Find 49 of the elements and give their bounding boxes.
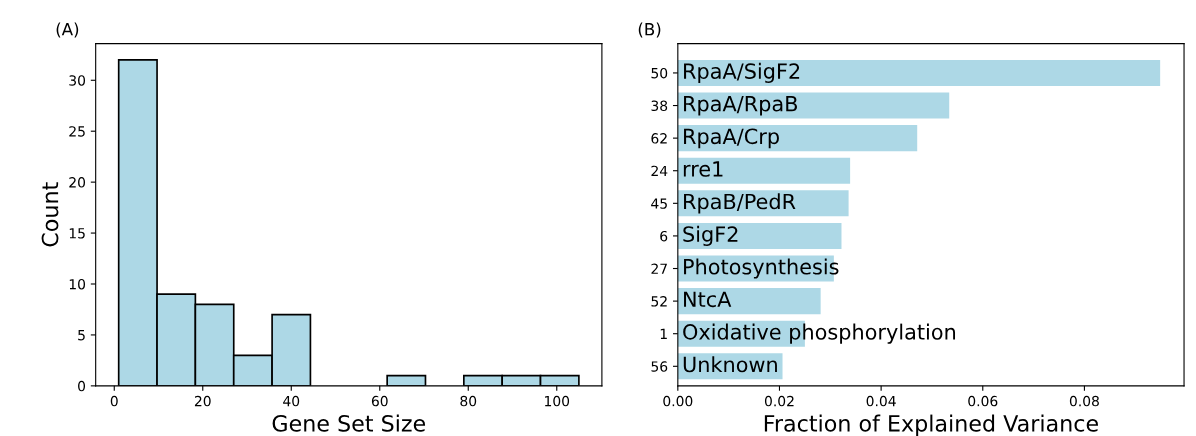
annotation: RpaA/RpaB	[684, 96, 798, 116]
x-tick-label: 0.04	[866, 395, 896, 407]
bar	[677, 288, 821, 315]
y-tick-label: 30	[69, 75, 86, 86]
x-tick-label: 40	[283, 395, 300, 407]
annotation: Unknown	[683, 356, 777, 373]
x-axis-title: Gene Set Size	[272, 414, 426, 432]
y-tick-label: 15	[69, 228, 85, 239]
bar	[677, 125, 918, 152]
bar	[677, 92, 950, 119]
x-tick-label: 0.06	[968, 395, 998, 407]
y-axis-title: Count	[41, 182, 59, 247]
chart-title: (A)	[56, 22, 79, 38]
x-tick-label: 0.00	[663, 395, 693, 407]
y-tick-label: 27	[651, 263, 667, 274]
y-tick-label: 62	[651, 133, 667, 144]
x-tick-label: 0.02	[764, 395, 794, 407]
annotation: SigF2	[683, 225, 738, 246]
y-tick-label: 0	[78, 380, 86, 392]
x-tick-label: 20	[194, 395, 211, 407]
x-tick-label: 0.08	[1069, 395, 1099, 407]
y-tick-label: 1	[660, 328, 667, 339]
annotation: RpaA/SigF2	[684, 62, 800, 84]
y-tick-label: 6	[660, 230, 668, 242]
annotation: Photosynthesis	[684, 258, 839, 279]
chart-title: (B)	[638, 22, 661, 38]
y-tick-label: 10	[69, 278, 86, 290]
annotation: NtcA	[684, 291, 732, 308]
bar	[677, 59, 1161, 86]
y-tick-label: 50	[651, 67, 668, 79]
x-tick-label: 0	[110, 395, 118, 407]
y-tick-label: 45	[651, 198, 667, 209]
annotation: Oxidative phosphorylation	[683, 323, 956, 344]
y-tick-label: 20	[69, 177, 86, 188]
x-tick-label: 60	[371, 395, 388, 407]
y-tick-label: 52	[651, 296, 667, 307]
annotation: rre1	[683, 161, 723, 177]
y-tick-label: 38	[651, 100, 668, 112]
y-tick-label: 25	[69, 126, 85, 137]
annotation: RpaA/Crp	[684, 128, 779, 149]
x-tick-label: 80	[460, 395, 477, 407]
y-tick-label: 56	[651, 361, 668, 372]
x-tick-label: 100	[545, 395, 570, 407]
y-tick-label: 24	[651, 165, 668, 176]
annotation: RpaB/PedR	[684, 193, 796, 214]
x-axis-title: Fraction of Explained Variance	[764, 414, 1098, 436]
bar	[677, 157, 851, 184]
bar	[677, 222, 842, 249]
y-tick-label: 5	[78, 330, 85, 341]
